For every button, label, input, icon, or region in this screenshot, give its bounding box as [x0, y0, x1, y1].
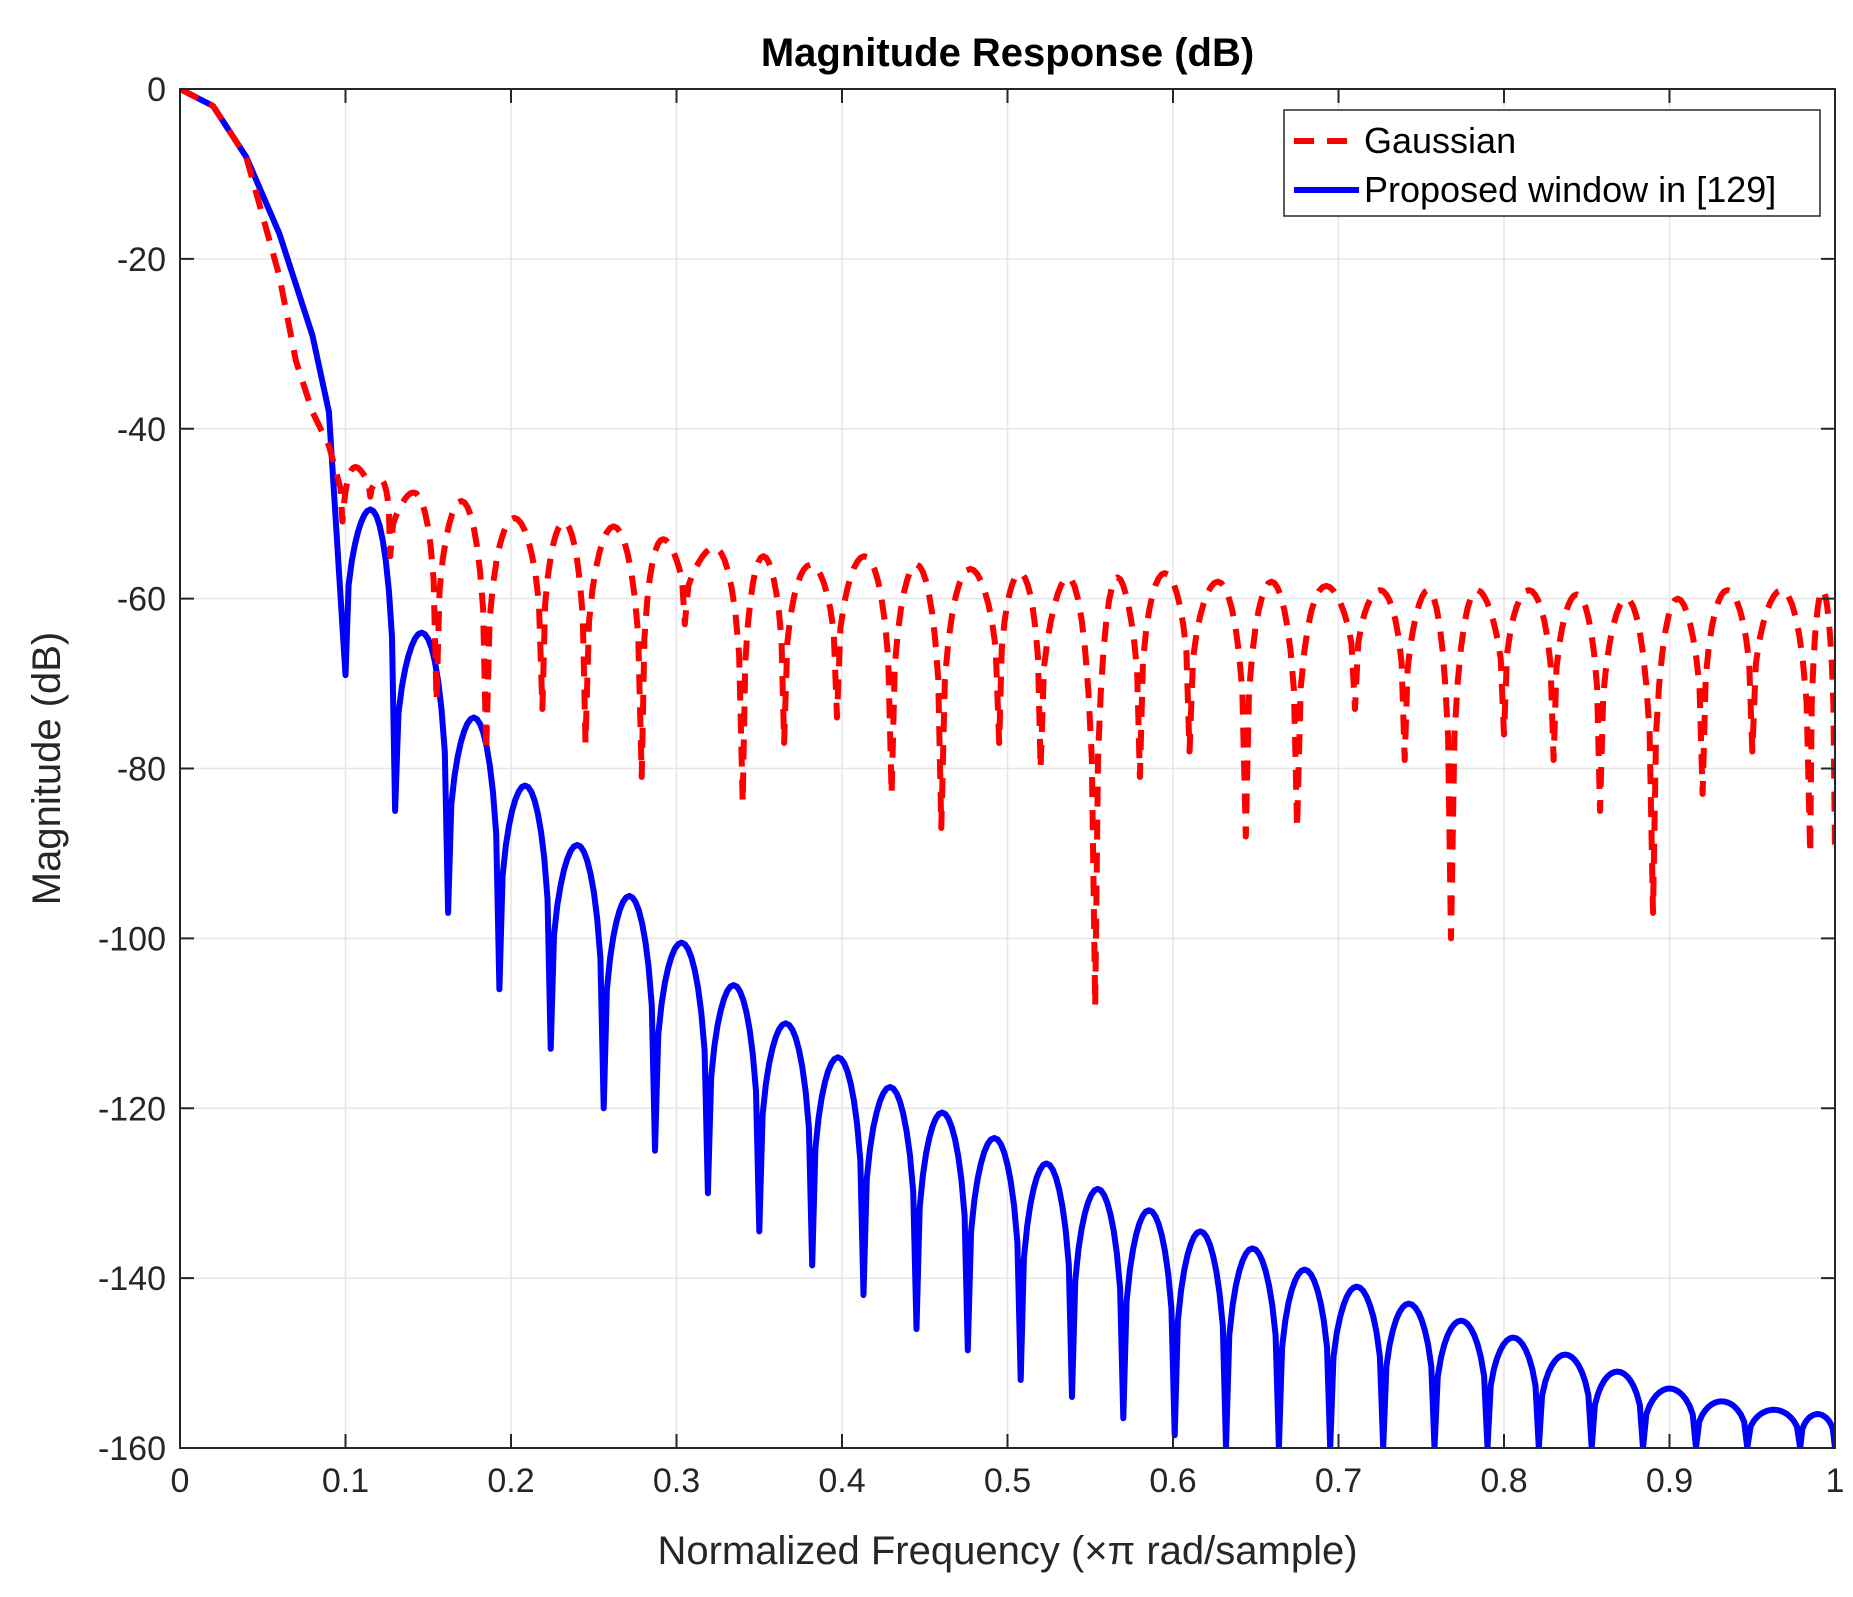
x-tick-label: 0.3: [653, 1462, 700, 1500]
y-tick-label: 0: [147, 71, 166, 109]
y-tick-label: -100: [98, 920, 166, 958]
x-tick-label: 0.8: [1480, 1462, 1527, 1500]
x-tick-label: 0.1: [322, 1462, 369, 1500]
y-tick-label: -120: [98, 1090, 166, 1128]
x-tick-label: 1: [1826, 1462, 1845, 1500]
y-tick-label: -80: [117, 751, 166, 789]
x-tick-label: 0.5: [984, 1462, 1031, 1500]
y-tick-label: -160: [98, 1430, 166, 1468]
x-tick-label: 0.6: [1149, 1462, 1196, 1500]
y-tick-label: -20: [117, 241, 166, 279]
series-line-gaussian: [180, 89, 1835, 1010]
x-tick-label: 0.4: [818, 1462, 865, 1500]
x-tick-label: 0.9: [1646, 1462, 1693, 1500]
y-axis-title: Magnitude (dB): [25, 632, 69, 905]
legend-box: [1283, 109, 1821, 217]
chart-title: Magnitude Response (dB): [761, 31, 1254, 75]
y-tick-label: -40: [117, 411, 166, 449]
x-axis-title: Normalized Frequency (×π rad/sample): [657, 1529, 1357, 1573]
x-tick-label: 0.7: [1315, 1462, 1362, 1500]
x-tick-label: 0.2: [487, 1462, 534, 1500]
axis-ticks: 0 0.1 0.2 0.3 0.4 0.5 0.6 0.7 0.8 0.9 1 0 -20 -40 -60 -…: [98, 71, 1845, 1500]
series-line-proposed: [180, 89, 1835, 1448]
legend-label-gaussian: Gaussian: [1364, 120, 1516, 161]
legend: Gaussian Proposed window in [129]: [1283, 109, 1821, 217]
x-tick-label: 0: [171, 1462, 190, 1500]
y-tick-label: -140: [98, 1260, 166, 1298]
y-tick-label: -60: [117, 581, 166, 619]
legend-label-proposed: Proposed window in [129]: [1364, 169, 1776, 210]
plot-series: [180, 89, 1835, 1448]
